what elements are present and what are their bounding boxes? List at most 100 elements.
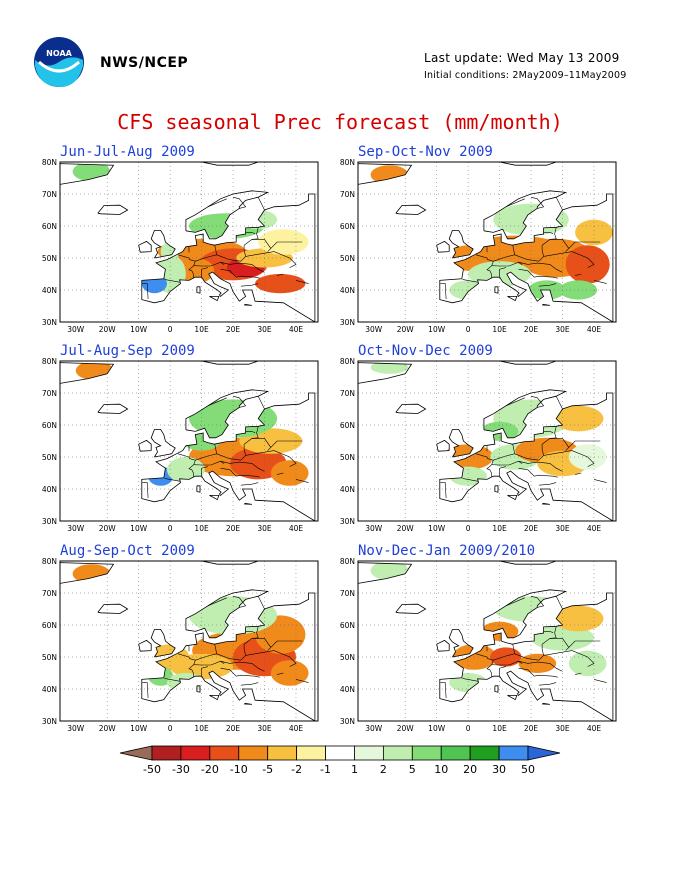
lon-tick-label: 30W [365, 724, 383, 733]
colorbar-label: 20 [463, 763, 478, 776]
coastline [448, 230, 474, 259]
country-border [543, 431, 554, 433]
country-border [491, 460, 523, 466]
country-border [216, 245, 246, 262]
country-border [505, 597, 525, 607]
country-border [232, 196, 247, 209]
lon-tick-label: 30W [67, 724, 85, 733]
colorbar-swatch [209, 745, 240, 761]
coastline [541, 502, 550, 505]
lon-tick-label: 10E [492, 724, 507, 733]
lon-tick-label: 30E [555, 724, 570, 733]
country-border [462, 678, 479, 682]
country-border [543, 450, 595, 467]
forecast-panel: Aug-Sep-Oct 2009 30W 20W 10W 0 10E 20E 30E 40E 30… [32, 543, 326, 739]
country-border [440, 682, 447, 699]
lat-tick-label: 60N [340, 222, 355, 231]
coastline [196, 286, 201, 294]
coastline [196, 685, 201, 693]
lon-tick-label: 40E [587, 524, 602, 533]
country-border [505, 198, 525, 208]
coastline [395, 603, 427, 614]
coastline [209, 695, 220, 701]
country-border [245, 650, 297, 667]
colorbar [118, 745, 562, 765]
lon-tick-label: 30E [257, 325, 272, 334]
precip-map: 30W 20W 10W 0 10E 20E 30E 40E 30N 40N 50N 60N 70N 80N [42, 557, 319, 733]
coastline [138, 639, 152, 652]
coastline [97, 603, 129, 614]
country-border [220, 460, 265, 472]
colorbar-label: 50 [521, 763, 535, 776]
country-border [555, 396, 563, 410]
lat-tick-label: 30N [42, 318, 57, 327]
coastline [395, 403, 427, 414]
country-border [142, 283, 149, 300]
coastline [358, 562, 413, 584]
coastline [243, 303, 252, 306]
precip-map: 30W 20W 10W 0 10E 20E 30E 40E 30N 40N 50N 60N 70N 80N [340, 357, 617, 533]
lon-tick-label: 10E [194, 724, 209, 733]
coastline [507, 296, 518, 302]
lat-tick-label: 60N [340, 421, 355, 430]
country-border [543, 631, 554, 633]
coastline [60, 562, 115, 584]
lon-tick-label: 0 [466, 524, 471, 533]
country-border [462, 478, 479, 482]
country-border [575, 472, 582, 475]
lon-tick-label: 20W [99, 325, 117, 334]
coastline [201, 361, 259, 365]
country-border [195, 245, 218, 262]
lat-tick-label: 70N [340, 389, 355, 398]
country-border [568, 640, 601, 648]
map-frame [59, 560, 319, 722]
lat-tick-label: 80N [340, 158, 355, 167]
coastline [499, 361, 557, 365]
country-border [142, 482, 149, 499]
coastline [494, 485, 499, 493]
lon-tick-label: 10W [130, 325, 148, 334]
country-border [193, 660, 225, 666]
colorbar-label: 2 [379, 763, 387, 776]
country-border [142, 682, 149, 699]
lat-tick-label: 70N [42, 589, 57, 598]
colorbar-swatch [354, 745, 384, 761]
country-border [240, 283, 259, 287]
coastline [358, 362, 413, 384]
lat-tick-label: 50N [42, 653, 57, 662]
country-border [549, 239, 570, 252]
lat-tick-label: 40N [42, 685, 57, 694]
country-border [195, 444, 218, 461]
country-border [195, 644, 218, 661]
lon-tick-label: 30W [365, 524, 383, 533]
coastline [138, 439, 152, 452]
panel-title: Nov-Dec-Jan 2009/2010 [358, 543, 536, 559]
country-border [232, 595, 247, 608]
coastline [201, 162, 259, 166]
country-border [270, 640, 303, 648]
lat-tick-label: 70N [340, 190, 355, 199]
colorbar-swatch [469, 745, 500, 761]
country-border [201, 666, 208, 677]
country-border [543, 251, 595, 268]
lon-tick-label: 10E [194, 325, 209, 334]
colorbar-arrow-high [527, 745, 561, 761]
coastline [439, 193, 614, 322]
country-border [245, 450, 297, 467]
country-border [220, 667, 260, 678]
country-border [491, 660, 523, 666]
anomaly-region [270, 660, 309, 686]
coastline [483, 190, 568, 240]
coastline [209, 296, 220, 302]
lon-tick-label: 20E [524, 325, 539, 334]
precip-map: 30W 20W 10W 0 10E 20E 30E 40E 30N 40N 50N 60N 70N 80N [340, 557, 617, 733]
country-border [593, 679, 607, 683]
coastline [185, 589, 270, 639]
country-border [555, 197, 563, 211]
lon-tick-label: 20W [397, 724, 415, 733]
country-border [277, 472, 284, 475]
colorbar-label: -20 [200, 763, 219, 776]
lat-tick-label: 40N [340, 485, 355, 494]
country-border [245, 232, 256, 234]
lat-tick-label: 30N [340, 517, 355, 526]
